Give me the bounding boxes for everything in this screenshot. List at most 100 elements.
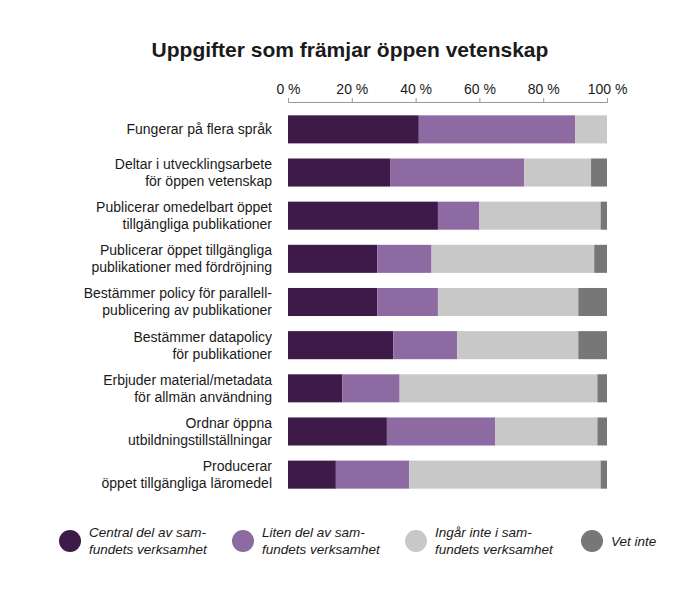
bar-segment <box>400 374 598 402</box>
bar-segment <box>597 417 607 445</box>
chart: Uppgifter som främjar öppen vetenskap 0 %… <box>0 0 700 593</box>
bar-segment <box>578 288 607 316</box>
text-line: för öppen vetenskap <box>145 173 272 189</box>
legend-label: Central del av sam-fundets verksamhet <box>89 525 208 557</box>
tick-mark <box>607 98 608 102</box>
bar-segment <box>479 202 600 230</box>
bar-segment <box>342 374 399 402</box>
bar-segment <box>288 331 393 359</box>
text-line: publikationer med fördröjning <box>91 259 272 275</box>
text-line: Vet inte <box>611 534 656 549</box>
category-label: Publicerar omedelbart öppettillgängliga … <box>96 199 272 232</box>
tick: 0 % <box>276 81 300 102</box>
tick-label: 40 % <box>400 81 432 97</box>
tick-label: 0 % <box>276 81 300 97</box>
bar-segment <box>438 288 578 316</box>
bar-segment <box>457 331 578 359</box>
text-line: Ordnar öppna <box>186 415 273 431</box>
category-label: Publicerar öppet tillgängligapublikation… <box>91 242 272 275</box>
tick: 80 % <box>528 81 560 102</box>
bar-segment <box>377 245 431 273</box>
title: Uppgifter som främjar öppen vetenskap <box>152 38 549 61</box>
bar-segment <box>578 331 607 359</box>
bar-segment <box>288 202 438 230</box>
tick-mark <box>543 98 544 102</box>
tick-mark <box>288 98 289 102</box>
text-line: Bestämmer datapolicy <box>133 329 272 345</box>
bar-segment <box>377 288 438 316</box>
bar-segment <box>409 461 600 489</box>
text-line: för publikationer <box>172 346 272 362</box>
legend-swatch <box>405 530 427 552</box>
category-label: Fungerar på flera språk <box>126 121 273 137</box>
legend-swatch <box>59 530 81 552</box>
text-line: Ingår inte i sam- <box>435 525 532 540</box>
bar-segment <box>336 461 409 489</box>
category-label: Deltar i utvecklingsarbeteför öppen vete… <box>115 156 272 189</box>
bar-segment <box>607 115 608 143</box>
category-label: Ordnar öppnautbildningstillställningar <box>128 415 272 448</box>
text-line: Liten del av sam- <box>262 525 365 540</box>
legend-swatch <box>232 530 254 552</box>
text-line: Central del av sam- <box>89 525 207 540</box>
bar-segment <box>432 245 595 273</box>
text-line: Erbjuder material/metadata <box>103 372 272 388</box>
text-line: Fungerar på flera språk <box>126 121 273 137</box>
bar-segment <box>597 374 607 402</box>
bar-segment <box>288 288 377 316</box>
bar-segment <box>495 417 597 445</box>
bar-segment <box>387 417 495 445</box>
tick-mark <box>352 98 353 102</box>
bar-segment <box>524 158 591 186</box>
bar-segment <box>288 461 336 489</box>
bar-segment <box>288 158 390 186</box>
tick: 40 % <box>400 81 432 102</box>
category-label: Erbjuder material/metadataför allmän anv… <box>103 372 272 405</box>
tick-label: 20 % <box>336 81 368 97</box>
bar-segment <box>438 202 479 230</box>
tick: 100 % <box>588 81 628 102</box>
tick-label: 60 % <box>464 81 496 97</box>
bar-segment <box>575 115 607 143</box>
text-line: publicering av publikationer <box>102 302 272 318</box>
bar-segment <box>288 417 387 445</box>
category-label: Produceraröppet tillgängliga läromedel <box>102 458 273 491</box>
legend: Central del av sam-fundets verksamhetLit… <box>59 525 656 557</box>
x-axis: 0 % 20 % 40 % 60 % 80 % 100 % <box>276 81 627 103</box>
text-line: tillgängliga publikationer <box>123 216 273 232</box>
bar-segment <box>390 158 524 186</box>
tick: 20 % <box>336 81 368 102</box>
bar-segment <box>591 158 607 186</box>
bar-segment <box>601 461 607 489</box>
tick-mark <box>416 98 417 102</box>
text-line: Publicerar öppet tillgängliga <box>100 242 272 258</box>
legend-label: Ingår inte i sam-fundets verksamhet <box>435 525 554 557</box>
bar-segment <box>594 245 607 273</box>
category-labels: Fungerar på flera språk Deltar i utveckli… <box>84 121 273 491</box>
legend-label: Liten del av sam-fundets verksamhet <box>262 525 381 557</box>
text-line: Bestämmer policy för parallell- <box>84 285 273 301</box>
bars <box>288 115 607 488</box>
text-line: utbildningstillställningar <box>128 432 272 448</box>
text-line: för allmän användning <box>134 389 272 405</box>
tick-label: 80 % <box>528 81 560 97</box>
tick-mark <box>479 98 480 102</box>
bar-segment <box>601 202 607 230</box>
text-line: Publicerar omedelbart öppet <box>96 199 272 215</box>
tick-label: 100 % <box>588 81 628 97</box>
bar-segment <box>288 115 419 143</box>
legend-label: Vet inte <box>611 534 656 549</box>
bar-segment <box>288 245 377 273</box>
category-label: Bestämmer datapolicyför publikationer <box>133 329 272 362</box>
legend-swatch <box>581 530 603 552</box>
bar-segment <box>288 374 342 402</box>
text-line: fundets verksamhet <box>435 542 554 557</box>
bar-segment <box>419 115 575 143</box>
bar-segment <box>393 331 457 359</box>
axis-line <box>289 98 608 103</box>
text-line: Producerar <box>203 458 273 474</box>
text-line: öppet tillgängliga läromedel <box>102 475 272 491</box>
text-line: Deltar i utvecklingsarbete <box>115 156 272 172</box>
tick: 60 % <box>464 81 496 102</box>
text-line: fundets verksamhet <box>262 542 381 557</box>
